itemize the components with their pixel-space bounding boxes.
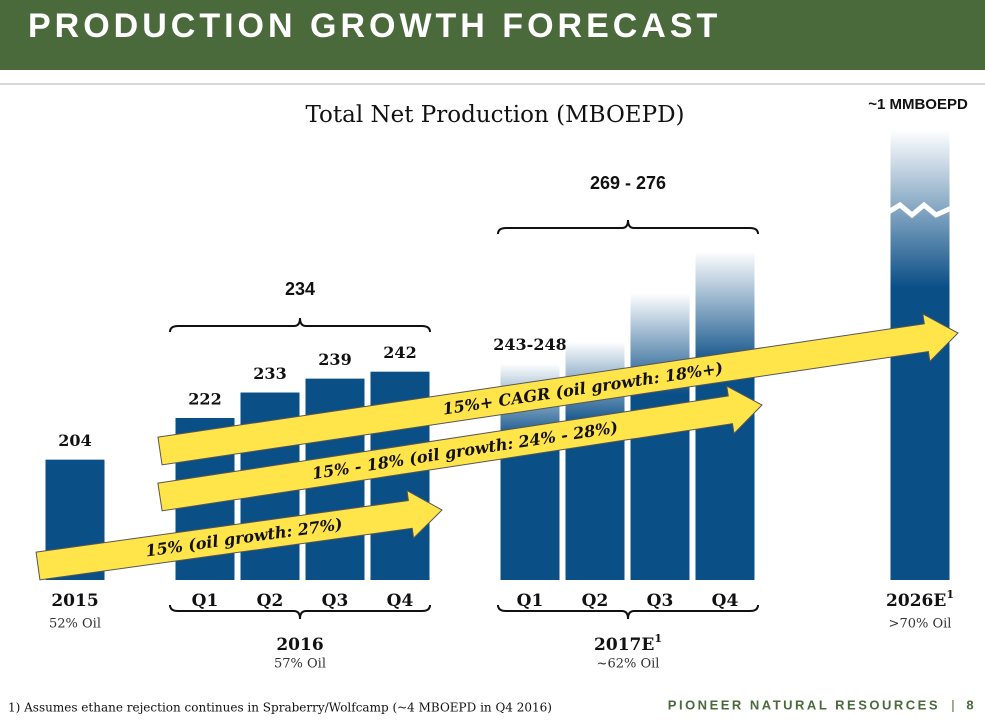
x-tick-label: Q2 xyxy=(582,591,609,611)
separator: | xyxy=(951,697,954,712)
category: Q4 xyxy=(387,591,414,611)
footnote-ref: 1 xyxy=(654,632,662,645)
bracket xyxy=(169,317,431,333)
category: Q3 xyxy=(647,591,674,611)
group-label: 2017E1 xyxy=(594,632,662,655)
bracket xyxy=(497,604,759,620)
x-tick-label: 2015 xyxy=(51,591,98,611)
group-name: 2017E xyxy=(594,635,654,655)
group-note: 57% Oil xyxy=(274,657,326,672)
category: Q2 xyxy=(582,591,609,611)
group-label: 2016 xyxy=(276,635,323,655)
footnote: 1) Assumes ethane rejection continues in… xyxy=(8,701,552,715)
category-note: >70% Oil xyxy=(889,617,952,632)
value-label: 243-248 xyxy=(493,335,566,354)
chart-title: Total Net Production (MBOEPD) xyxy=(305,102,684,128)
x-tick-label: Q3 xyxy=(322,591,349,611)
axis-break xyxy=(887,201,953,219)
x-tick-label: Q3 xyxy=(647,591,674,611)
category: Q3 xyxy=(322,591,349,611)
x-tick-label: Q4 xyxy=(387,591,414,611)
category-note: 52% Oil xyxy=(49,617,101,632)
x-tick-label: Q2 xyxy=(257,591,284,611)
arrow-shape xyxy=(157,385,763,512)
category: Q1 xyxy=(517,591,544,611)
x-tick-label: 2026E1 xyxy=(886,588,954,611)
x-tick-label: Q1 xyxy=(517,591,544,611)
page-number: 8 xyxy=(966,697,973,712)
footnote-ref: 1 xyxy=(946,588,954,601)
brand: PIONEER NATURAL RESOURCES xyxy=(668,697,940,712)
x-tick-label: Q4 xyxy=(712,591,739,611)
category: 2015 xyxy=(51,591,98,611)
arrow-shape xyxy=(35,489,443,581)
group-name: 2016 xyxy=(276,635,323,655)
value-label: 242 xyxy=(383,343,416,362)
slide-title: PRODUCTION GROWTH FORECAST xyxy=(28,7,721,45)
group-total: 234 xyxy=(285,279,315,299)
value-label: 204 xyxy=(58,431,91,450)
category: 2026E xyxy=(886,591,946,611)
bracket xyxy=(497,219,759,235)
value-label: ~1 MMBOEPD xyxy=(868,96,968,113)
category: Q4 xyxy=(712,591,739,611)
header-band xyxy=(0,0,985,70)
group-total: 269 - 276 xyxy=(590,173,666,193)
value-label: 233 xyxy=(253,364,286,383)
group-note: ~62% Oil xyxy=(597,657,660,672)
category: Q2 xyxy=(257,591,284,611)
value-label: 239 xyxy=(318,350,351,369)
arrow-shape xyxy=(157,313,959,466)
value-label: 222 xyxy=(188,389,221,408)
bracket xyxy=(169,604,431,620)
x-tick-label: Q1 xyxy=(192,591,219,611)
category: Q1 xyxy=(192,591,219,611)
